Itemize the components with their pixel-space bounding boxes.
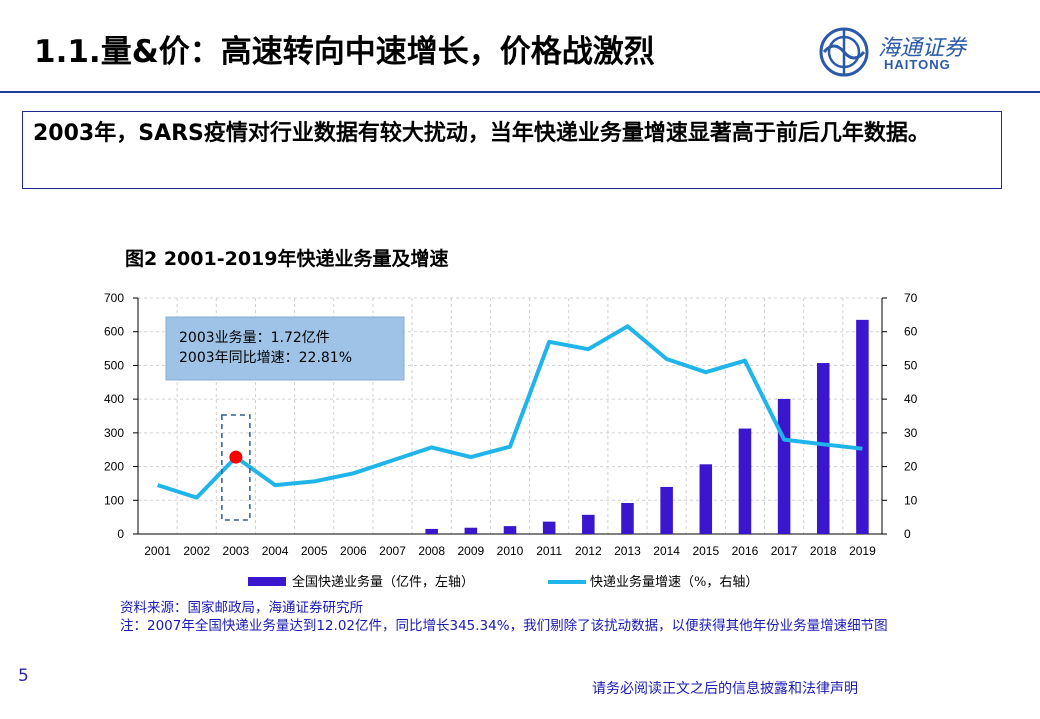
right-axis-tick-label: 40 <box>904 392 918 406</box>
legend-label-bar: 全国快递业务量（亿件，左轴） <box>292 574 474 590</box>
x-axis-tick-label: 2013 <box>614 544 641 558</box>
line-growth-rate <box>156 324 863 500</box>
x-axis-tick-label: 2001 <box>144 544 171 558</box>
bar-volume-2019 <box>856 319 869 534</box>
bar-volume-2018 <box>816 363 830 534</box>
right-axis-tick-label: 30 <box>904 426 918 440</box>
left-axis-tick-label: 600 <box>104 325 124 339</box>
legend-swatch-bar <box>248 577 286 586</box>
x-axis-tick-label: 2014 <box>653 544 680 558</box>
annotation-text: 2003业务量：1.72亿件 <box>179 330 330 346</box>
right-axis-tick-label: 20 <box>904 460 918 474</box>
bar-volume-2017 <box>777 398 791 534</box>
slide-title: 1.1.量&价：高速转向中速增长，价格战激烈 <box>34 34 655 70</box>
source-notes: 资料来源：国家邮政局，海通证券研究所 注：2007年全国快递业务量达到12.02… <box>120 599 1000 635</box>
left-axis-tick-label: 300 <box>104 426 124 440</box>
highlight-dashed-box <box>221 414 251 521</box>
right-axis-tick-label: 60 <box>904 325 918 339</box>
x-axis-tick-label: 2010 <box>497 544 524 558</box>
right-axis-tick-label: 70 <box>904 291 918 305</box>
x-axis-tick-label: 2002 <box>183 544 210 558</box>
bar-volume-2012 <box>582 514 595 534</box>
x-axis-tick-label: 2007 <box>379 544 406 558</box>
callout-box: 2003年，SARS疫情对行业数据有较大扰动，当年快递业务量增速显著高于前后几年… <box>22 111 1002 189</box>
x-axis-tick-label: 2011 <box>536 544 562 558</box>
left-axis-tick-label: 700 <box>104 291 124 305</box>
disclaimer-footer: 请务必阅读正文之后的信息披露和法律声明 <box>592 681 858 697</box>
haitong-emblem-icon <box>819 27 869 77</box>
x-axis-tick-label: 2012 <box>575 544 602 558</box>
x-axis-tick-label: 2006 <box>340 544 367 558</box>
bar-volume-2008 <box>425 528 438 534</box>
figure-title: 图2 2001-2019年快递业务量及增速 <box>125 248 449 270</box>
left-axis-tick-label: 500 <box>104 358 124 372</box>
bar-volume-2011 <box>542 521 556 534</box>
annotation-text: 2003年同比增速：22.81% <box>179 350 352 366</box>
callout-text: 2003年，SARS疫情对行业数据有较大扰动，当年快递业务量增速显著高于前后几年… <box>33 121 930 146</box>
left-axis-tick-label: 200 <box>104 460 124 474</box>
right-axis-tick-label: 10 <box>904 493 918 507</box>
x-axis-tick-label: 2015 <box>692 544 719 558</box>
bar-volume-2014 <box>660 486 673 534</box>
bar-volume-2009 <box>464 527 478 534</box>
express-volume-chart: 0 100 200 300 400 500 600 700 0 10 20 30 40 50 60 70 200… <box>104 291 918 590</box>
left-axis-tick-label: 100 <box>104 493 124 507</box>
right-axis-tick-label: 0 <box>904 527 911 541</box>
bar-volume-2016 <box>738 428 752 534</box>
bar-volume-2013 <box>621 503 634 534</box>
logo-chinese-text: 海通证券 <box>878 36 967 61</box>
left-axis-tick-label: 0 <box>117 527 124 541</box>
x-axis-tick-label: 2009 <box>457 544 484 558</box>
left-axis-tick-label: 400 <box>104 392 124 406</box>
x-axis-tick-label: 2016 <box>732 544 759 558</box>
bar-volume-2015 <box>699 464 713 534</box>
x-axis-tick-label: 2005 <box>301 544 328 558</box>
header-divider <box>0 91 1040 93</box>
legend-label-line: 快递业务量增速（%，右轴） <box>590 574 758 590</box>
x-axis-tick-label: 2019 <box>849 544 876 558</box>
page-number: 5 <box>18 666 29 686</box>
haitong-logo: 海通证券 HAITONG <box>818 26 1008 78</box>
x-axis-tick-label: 2018 <box>810 544 837 558</box>
note-line: 注：2007年全国快递业务量达到12.02亿件，同比增长345.34%，我们剔除… <box>120 618 888 634</box>
right-axis-tick-label: 50 <box>904 358 918 372</box>
x-axis-tick-label: 2003 <box>223 544 250 558</box>
bar-volume-2010 <box>503 526 517 534</box>
x-axis-tick-label: 2008 <box>418 544 445 558</box>
source-line: 资料来源：国家邮政局，海通证券研究所 <box>120 600 363 616</box>
annotation-box <box>165 316 405 381</box>
highlight-marker <box>229 450 243 464</box>
x-axis-tick-label: 2017 <box>771 544 798 558</box>
x-axis-tick-label: 2004 <box>262 544 289 558</box>
logo-english-text: HAITONG <box>884 57 951 72</box>
